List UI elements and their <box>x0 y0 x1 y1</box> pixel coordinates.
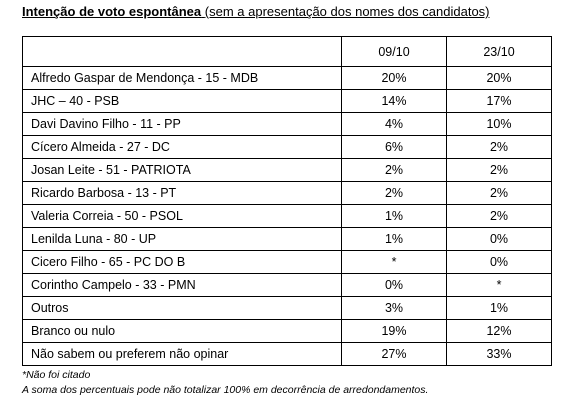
label-cell: Não sabem ou preferem não opinar <box>22 342 342 366</box>
label-cell: Alfredo Gaspar de Mendonça - 15 - MDB <box>22 66 342 90</box>
title-sub: (sem a apresentação dos nomes dos candid… <box>204 4 490 19</box>
label-cell: Branco ou nulo <box>22 319 342 343</box>
value-cell: 6% <box>341 135 447 159</box>
label-cell: Lenilda Luna - 80 - UP <box>22 227 342 251</box>
table-row: Branco ou nulo 19% 12% <box>22 319 552 343</box>
table-row: Davi Davino Filho - 11 - PP 4% 10% <box>22 112 552 136</box>
table-row: Ricardo Barbosa - 13 - PT 2% 2% <box>22 181 552 205</box>
value-cell: * <box>341 250 447 274</box>
title-main: Intenção de voto espontânea <box>22 4 202 19</box>
value-cell: 2% <box>341 158 447 182</box>
value-cell: 2% <box>446 135 552 159</box>
table-row: Cicero Filho - 65 - PC DO B * 0% <box>22 250 552 274</box>
table-row: Alfredo Gaspar de Mendonça - 15 - MDB 20%… <box>22 66 552 90</box>
label-cell: Josan Leite - 51 - PATRIOTA <box>22 158 342 182</box>
value-cell: 2% <box>341 181 447 205</box>
value-cell: 12% <box>446 319 552 343</box>
table-row: Lenilda Luna - 80 - UP 1% 0% <box>22 227 552 251</box>
value-cell: 27% <box>341 342 447 366</box>
value-cell: 0% <box>446 250 552 274</box>
value-cell: 33% <box>446 342 552 366</box>
value-cell: 3% <box>341 296 447 320</box>
label-cell: Cícero Almeida - 27 - DC <box>22 135 342 159</box>
table-row: Cícero Almeida - 27 - DC 6% 2% <box>22 135 552 159</box>
title: Intenção de voto espontânea (sem a apres… <box>22 4 490 19</box>
table-row: Outros 3% 1% <box>22 296 552 320</box>
header-cell: 09/10 <box>341 36 447 67</box>
label-cell: Cicero Filho - 65 - PC DO B <box>22 250 342 274</box>
label-cell: Valeria Correia - 50 - PSOL <box>22 204 342 228</box>
table-row: Não sabem ou preferem não opinar 27% 33% <box>22 342 552 366</box>
value-cell: 20% <box>446 66 552 90</box>
value-cell: * <box>446 273 552 297</box>
value-cell: 0% <box>341 273 447 297</box>
table-row: Valeria Correia - 50 - PSOL 1% 2% <box>22 204 552 228</box>
table-body: 09/10 23/10 Alfredo Gaspar de Mendonça - 1… <box>22 36 552 366</box>
value-cell: 4% <box>341 112 447 136</box>
value-cell: 1% <box>446 296 552 320</box>
header-row: 09/10 23/10 <box>22 36 552 67</box>
table-row: Josan Leite - 51 - PATRIOTA 2% 2% <box>22 158 552 182</box>
value-cell: 2% <box>446 204 552 228</box>
value-cell: 0% <box>446 227 552 251</box>
value-cell: 1% <box>341 227 447 251</box>
table-row: JHC – 40 - PSB 14% 17% <box>22 89 552 113</box>
header-cell <box>22 36 342 67</box>
value-cell: 10% <box>446 112 552 136</box>
value-cell: 17% <box>446 89 552 113</box>
label-cell: Corintho Campelo - 33 - PMN <box>22 273 342 297</box>
value-cell: 19% <box>341 319 447 343</box>
value-cell: 2% <box>446 158 552 182</box>
table-row: Corintho Campelo - 33 - PMN 0% * <box>22 273 552 297</box>
footnote: A soma dos percentuais pode não totaliza… <box>22 384 429 396</box>
value-cell: 14% <box>341 89 447 113</box>
value-cell: 20% <box>341 66 447 90</box>
label-cell: Davi Davino Filho - 11 - PP <box>22 112 342 136</box>
label-cell: Ricardo Barbosa - 13 - PT <box>22 181 342 205</box>
value-cell: 1% <box>341 204 447 228</box>
table: 09/10 23/10 Alfredo Gaspar de Mendonça - 1… <box>22 36 552 366</box>
footnotes: *Não foi citado A soma dos percentuais p… <box>22 368 428 398</box>
label-cell: Outros <box>22 296 342 320</box>
value-cell: 2% <box>446 181 552 205</box>
footnote: *Não foi citado <box>22 369 91 381</box>
label-cell: JHC – 40 - PSB <box>22 89 342 113</box>
header-cell: 23/10 <box>446 36 552 67</box>
